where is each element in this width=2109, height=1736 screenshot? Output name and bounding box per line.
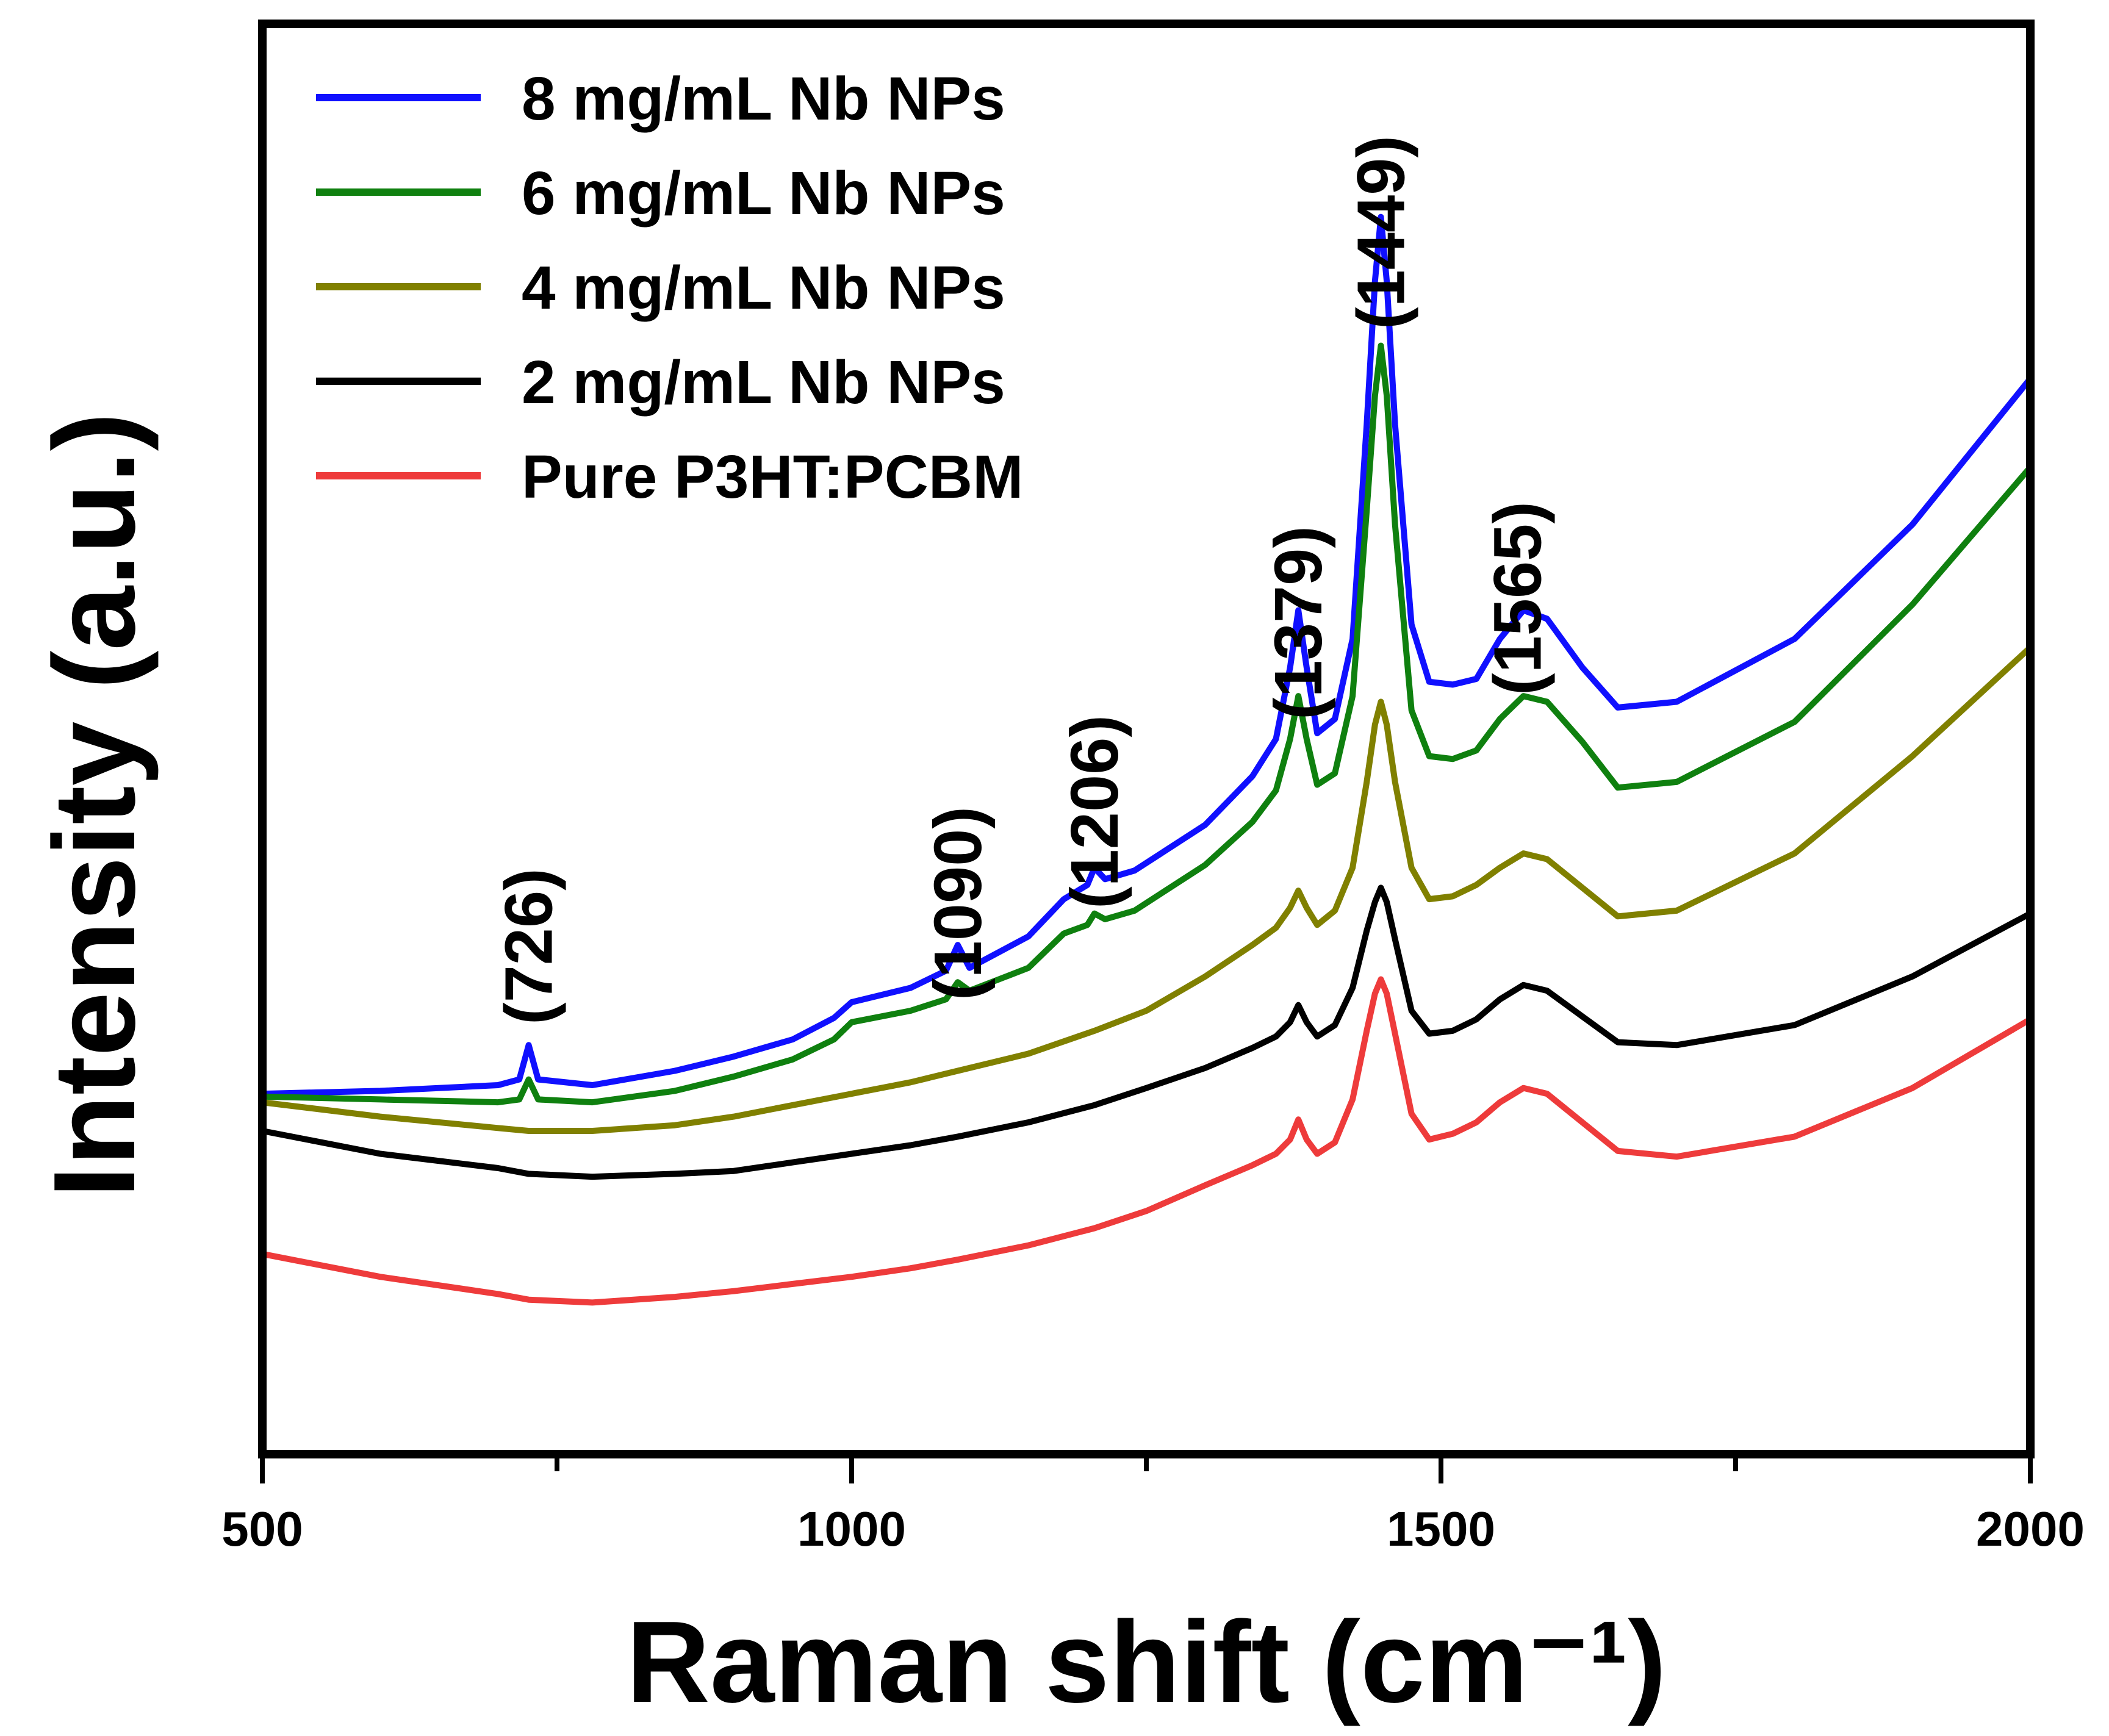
peak-label-4: (1379) <box>1261 526 1336 720</box>
x-tick-label: 1000 <box>797 1502 906 1556</box>
x-tick-label: 500 <box>221 1502 303 1556</box>
legend: 8 mg/mL Nb NPs 6 mg/mL Nb NPs 4 mg/mL Nb N… <box>316 65 1023 511</box>
legend-label-4: 2 mg/mL Nb NPs <box>522 348 1005 417</box>
peak-label-2: (1090) <box>921 806 996 1000</box>
peak-label-1: (726) <box>492 868 567 1025</box>
peak-label-3: (1206) <box>1057 715 1132 909</box>
series-line-3 <box>259 644 2033 1134</box>
x-axis-title: Raman shift (cm⁻¹) <box>627 1598 1667 1727</box>
series-line-5 <box>259 976 2033 1306</box>
plot-lines <box>259 213 2033 1306</box>
peak-annotations: (726) (1090) (1206) (1379) (1449) (1565) <box>492 135 1556 1025</box>
plot-frame <box>258 20 2035 1458</box>
x-tick-label: 1500 <box>1387 1502 1495 1556</box>
legend-label-2: 6 mg/mL Nb NPs <box>522 159 1005 228</box>
x-tick-labels: 500 1000 1500 2000 <box>221 1502 2085 1556</box>
peak-label-5: (1449) <box>1344 135 1419 329</box>
legend-label-5: Pure P3HT:PCBM <box>522 443 1023 511</box>
x-ticks <box>260 1454 2033 1483</box>
x-tick-label: 2000 <box>1976 1502 2085 1556</box>
y-axis-title: Intensity (a.u.) <box>30 412 159 1198</box>
series-line-4 <box>259 884 2033 1180</box>
series-line-2 <box>259 342 2033 1106</box>
series-line-1 <box>259 213 2033 1097</box>
legend-label-3: 4 mg/mL Nb NPs <box>522 254 1005 322</box>
legend-label-1: 8 mg/mL Nb NPs <box>522 65 1005 133</box>
peak-label-6: (1565) <box>1481 501 1556 695</box>
